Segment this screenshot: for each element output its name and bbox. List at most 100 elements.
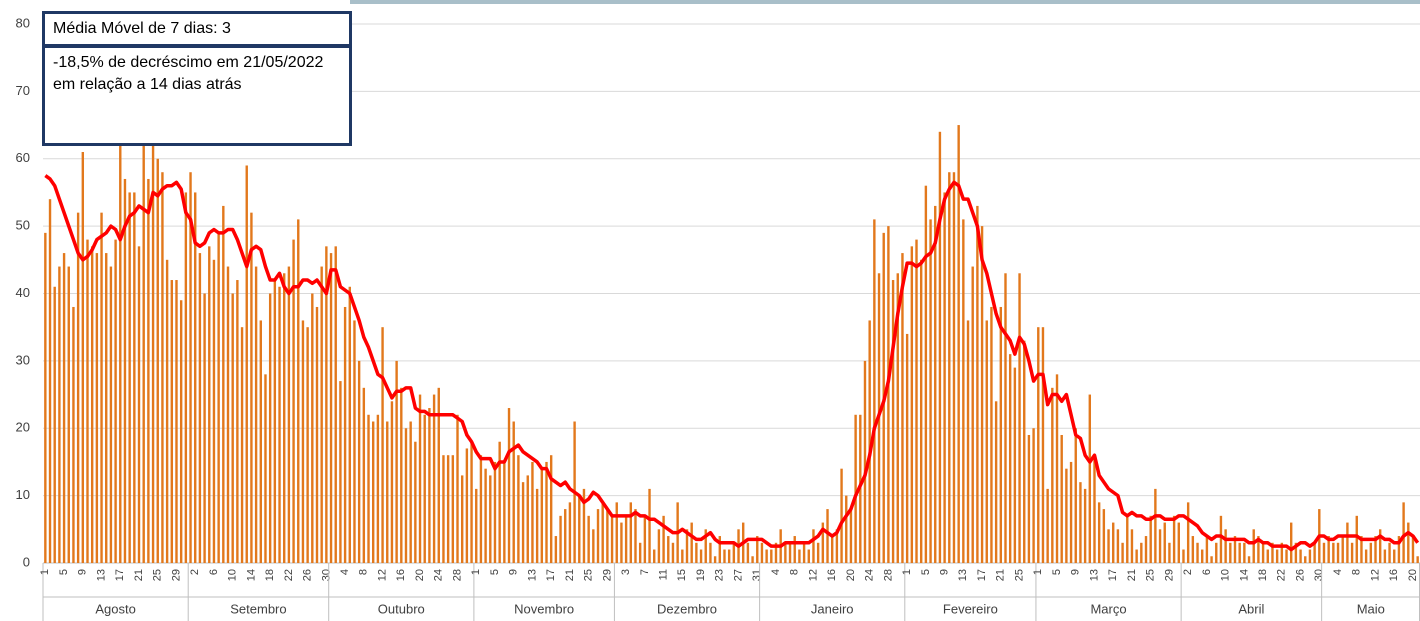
x-tick-label: 16 [1388, 569, 1400, 581]
bar [259, 320, 262, 563]
bar [910, 246, 914, 563]
bar [948, 172, 951, 563]
annotation-box: -18,5% de decréscimo em 21/05/2022 em re… [42, 45, 352, 146]
x-tick-label: 22 [1276, 569, 1288, 581]
bar [1355, 515, 1358, 563]
x-tick-label: 11 [657, 569, 669, 580]
y-tick-label: 70 [16, 83, 30, 98]
bar [919, 259, 923, 563]
bar [456, 414, 459, 563]
bar [1097, 502, 1101, 563]
bar [816, 542, 820, 563]
y-tick-label: 40 [16, 285, 30, 300]
bar [1041, 327, 1045, 563]
bar [657, 529, 661, 563]
bar [179, 300, 183, 563]
x-tick-label: 13 [1088, 569, 1100, 581]
bar [1093, 455, 1096, 563]
x-tick-label: 2 [189, 569, 201, 575]
bar [297, 219, 300, 563]
bar [517, 455, 520, 563]
bar [662, 515, 665, 563]
bar [301, 320, 305, 563]
bar [863, 360, 867, 563]
bar [709, 542, 712, 563]
bar [1201, 549, 1204, 563]
bar [1013, 367, 1017, 563]
bar [245, 165, 248, 564]
bar [1135, 549, 1138, 563]
bar [58, 266, 61, 563]
bar [175, 280, 178, 563]
x-tick-label: 30 [320, 569, 332, 581]
x-tick-label: 15 [676, 569, 688, 581]
bar [802, 542, 806, 563]
bar [128, 192, 131, 563]
bar [44, 232, 47, 564]
bar [578, 495, 581, 563]
bar [1219, 515, 1223, 563]
bar [1266, 549, 1269, 563]
x-tick-label: 27 [732, 569, 744, 581]
bar [1060, 434, 1063, 563]
bar [610, 515, 614, 563]
bar [418, 394, 422, 563]
bar [287, 266, 291, 563]
x-tick-label: 25 [1145, 569, 1157, 581]
x-tick-label: 25 [152, 569, 164, 581]
bar [929, 219, 932, 563]
bar [1402, 502, 1405, 563]
x-tick-label: 17 [976, 569, 988, 581]
bar [512, 421, 515, 563]
month-label: Fevereiro [943, 601, 998, 616]
bar [161, 172, 164, 563]
bar [901, 253, 904, 563]
x-tick-label: 14 [245, 569, 257, 581]
bar [596, 509, 600, 563]
bar [76, 212, 80, 563]
bar [990, 306, 993, 563]
bar [760, 542, 764, 563]
bar [985, 320, 988, 563]
bar [170, 280, 174, 563]
bar [1341, 536, 1344, 563]
bar [475, 488, 478, 563]
bar [1205, 536, 1209, 563]
bar [109, 266, 113, 563]
bar [198, 253, 202, 563]
bar [1350, 542, 1354, 563]
x-tick-label: 16 [395, 569, 407, 581]
x-tick-label: 28 [882, 569, 894, 581]
bar [48, 199, 52, 564]
bar [615, 502, 618, 563]
bar [437, 387, 440, 563]
top-strip [350, 0, 1420, 4]
bar [236, 280, 239, 563]
month-label: Agosto [95, 601, 135, 616]
bar [704, 529, 707, 563]
bar [189, 172, 192, 563]
bar [1055, 374, 1059, 563]
bar [231, 293, 234, 563]
x-tick-label: 4 [339, 569, 351, 575]
bar [634, 509, 637, 563]
bar [151, 131, 155, 564]
bar [620, 522, 623, 563]
bar [1074, 428, 1077, 563]
bar [746, 542, 750, 563]
x-tick-label: 12 [807, 569, 819, 581]
bar [713, 556, 717, 563]
bar [62, 253, 66, 563]
x-tick-label: 13 [95, 569, 107, 581]
bar [873, 219, 876, 563]
bar [845, 495, 848, 563]
bar [1196, 542, 1199, 563]
bar [254, 266, 258, 563]
bar [854, 414, 857, 563]
x-tick-label: 30 [1313, 569, 1325, 581]
bar [718, 536, 721, 563]
bar [1051, 387, 1054, 563]
bar [320, 266, 323, 563]
month-label: Novembro [514, 601, 574, 616]
